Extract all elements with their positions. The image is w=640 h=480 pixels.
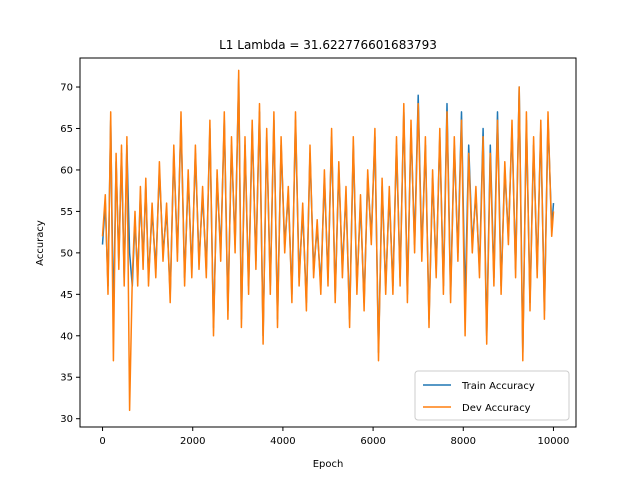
y-axis-label: Accuracy bbox=[35, 220, 46, 266]
legend-label-train: Train Accuracy bbox=[461, 381, 535, 392]
x-axis-ticks: 0 2000 4000 6000 8000 10000 bbox=[99, 427, 569, 447]
y-tick-label: 60 bbox=[60, 165, 73, 176]
x-tick-label: 4000 bbox=[270, 436, 295, 447]
y-tick-label: 50 bbox=[60, 248, 73, 259]
x-tick-label: 8000 bbox=[451, 436, 476, 447]
y-tick-label: 70 bbox=[60, 83, 73, 94]
x-tick-label: 2000 bbox=[180, 436, 205, 447]
y-tick-label: 40 bbox=[60, 331, 73, 342]
plot-lines bbox=[101, 69, 555, 412]
legend-label-dev: Dev Accuracy bbox=[462, 403, 531, 414]
series-line-dev bbox=[101, 69, 555, 412]
axes-frame bbox=[79, 57, 577, 428]
legend: Train Accuracy Dev Accuracy bbox=[414, 370, 570, 421]
y-tick-label: 55 bbox=[60, 207, 73, 218]
y-tick-label: 45 bbox=[60, 290, 73, 301]
legend-box bbox=[414, 370, 570, 421]
x-axis-label: Epoch bbox=[313, 459, 344, 470]
y-tick-label: 30 bbox=[60, 414, 73, 425]
x-tick-label: 6000 bbox=[360, 436, 385, 447]
y-tick-label: 65 bbox=[60, 124, 73, 135]
y-tick-label: 35 bbox=[60, 373, 73, 384]
x-tick-label: 0 bbox=[99, 436, 105, 447]
y-axis-ticks: 30 35 40 45 50 55 60 65 70 bbox=[60, 83, 80, 425]
x-tick-label: 10000 bbox=[538, 436, 570, 447]
chart-title: L1 Lambda = 31.622776601683793 bbox=[219, 38, 437, 52]
